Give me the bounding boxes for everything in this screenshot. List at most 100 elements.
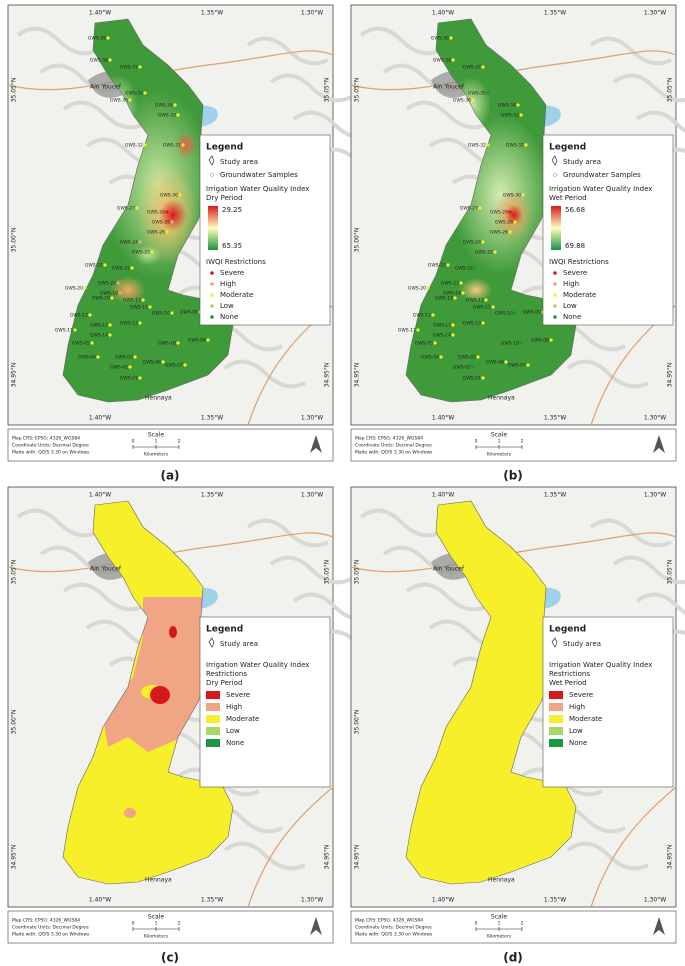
class-zone: [169, 626, 177, 638]
scale-tick: 0: [475, 921, 478, 927]
scale-unit: Kilometers: [144, 934, 169, 940]
sample-point: [103, 263, 107, 267]
map-panel: Ain Youcef Hennaya 1.40°W 1.40°W 1.35°W 1.35°…: [7, 486, 398, 965]
class-icon: [549, 703, 563, 711]
map-info: Coordinate Units: Decimal Degree: [12, 443, 89, 449]
sample-label: GWS-12: [413, 313, 431, 319]
map-info: Map CRS: EPSG: 4326_WGS84: [12, 436, 80, 442]
lat-label: 35.05°N: [324, 560, 331, 585]
sample-point: [130, 266, 134, 270]
lon-label: 1.30°W: [644, 10, 666, 17]
sample-point: [476, 355, 480, 359]
sample-point: [504, 360, 508, 364]
study-area-icon: [551, 637, 558, 648]
sample-label: GWS-36: [110, 98, 128, 104]
legend-heading: Dry Period: [206, 679, 242, 687]
sample-label: GWS-39: [431, 36, 449, 42]
north-arrow: [310, 435, 322, 453]
sample-point: [471, 365, 475, 369]
legend-item: None: [563, 313, 581, 321]
sample-point: [148, 305, 152, 309]
sample-point: [90, 341, 94, 345]
sample-label: GWS-28: [495, 220, 513, 226]
sample-point: [439, 355, 443, 359]
legend-heading: Irrigation Water Quality Index: [549, 661, 652, 669]
legend-box: [542, 134, 674, 326]
lat-label: 34.95°N: [11, 363, 18, 388]
map-info: Coordinate Units: Decimal Degree: [355, 925, 432, 931]
lon-label: 1.40°W: [432, 415, 454, 422]
legend-item: Moderate: [226, 715, 259, 723]
sample-point: [451, 333, 455, 337]
class-zone: [150, 686, 170, 704]
legend-title: Legend: [206, 625, 243, 635]
legend-heading: Irrigation Water Quality Index: [206, 185, 309, 193]
sample-point: [116, 281, 120, 285]
scale-tick: 1: [155, 439, 158, 445]
class-icon: [206, 691, 220, 699]
legend-box: [199, 134, 331, 326]
town-label: Hennaya: [145, 395, 172, 402]
sample-label: GWS-26: [490, 230, 508, 236]
sample-label: GWS-05: [415, 341, 433, 347]
road: [590, 786, 677, 908]
terrain-shade: [612, 555, 685, 585]
legend-item: Groundwater Samples: [220, 171, 298, 179]
lat-label: 34.95°N: [324, 845, 331, 870]
sample-point: [519, 113, 523, 117]
sample-point: [459, 281, 463, 285]
lon-label: 1.30°W: [644, 415, 666, 422]
legend-heading: IWQI Restrictions: [549, 258, 609, 266]
lon-label: 1.30°W: [301, 415, 323, 422]
legend-box: [199, 616, 331, 788]
sample-label: GWS-19: [435, 296, 453, 302]
scale-tick: 1: [498, 439, 501, 445]
sample-point: [486, 91, 490, 95]
class-icon: [553, 315, 557, 319]
class-icon: [549, 727, 563, 735]
terrain-shade: [566, 359, 649, 389]
legend-item: None: [569, 739, 587, 747]
map-info: Coordinate Units: Decimal Degree: [12, 925, 89, 931]
sample-label: GWS-16: [443, 291, 461, 297]
lat-label: 35.05°N: [324, 78, 331, 103]
sample-label: GWS-09: [523, 310, 541, 316]
sample-label: GWS-25: [132, 250, 150, 256]
lon-label: 1.35°W: [544, 897, 566, 904]
legend-heading: Wet Period: [549, 679, 587, 687]
scale-tick: 1: [498, 921, 501, 927]
map-info: Map CRS: EPSG: 4326_WGS84: [355, 918, 423, 924]
terrain-shade: [269, 73, 352, 103]
sample-label: GWS-03: [115, 355, 133, 361]
lon-label: 1.35°W: [544, 415, 566, 422]
sample-point: [128, 98, 132, 102]
sample-label: GWS-18: [158, 341, 176, 347]
road: [7, 532, 334, 573]
terrain-shade: [359, 508, 442, 538]
legend-title: Legend: [206, 143, 243, 153]
terrain-shade: [612, 73, 685, 103]
sample-point: [73, 328, 77, 332]
lon-label: 1.40°W: [89, 10, 111, 17]
scale-bar: [132, 927, 180, 931]
sample-label: GWS-14: [433, 333, 451, 339]
legend-item: None: [220, 313, 238, 321]
sample-label: GWS-16: [100, 291, 118, 297]
class-zone: [124, 808, 136, 818]
legend: Legend Study area Irrigation Water Quality…: [199, 616, 331, 788]
sample-point: [481, 321, 485, 325]
lon-label: 1.35°W: [201, 897, 223, 904]
north-arrow: [653, 435, 665, 453]
sample-label: GWS-03: [458, 355, 476, 361]
class-icon: [206, 727, 220, 735]
sample-label: GWS-29: [490, 210, 508, 216]
sample-point: [433, 341, 437, 345]
sample-point: [493, 250, 497, 254]
class-icon: [549, 715, 563, 723]
legend-heading: Dry Period: [206, 194, 242, 202]
map-info: Made with: QGIS 3.30 on Windows: [12, 450, 90, 456]
sample-label: GWS-15: [130, 305, 148, 311]
lon-label: 1.40°W: [432, 897, 454, 904]
study-area-outline: [62, 500, 234, 885]
lon-label: 1.35°W: [544, 10, 566, 17]
